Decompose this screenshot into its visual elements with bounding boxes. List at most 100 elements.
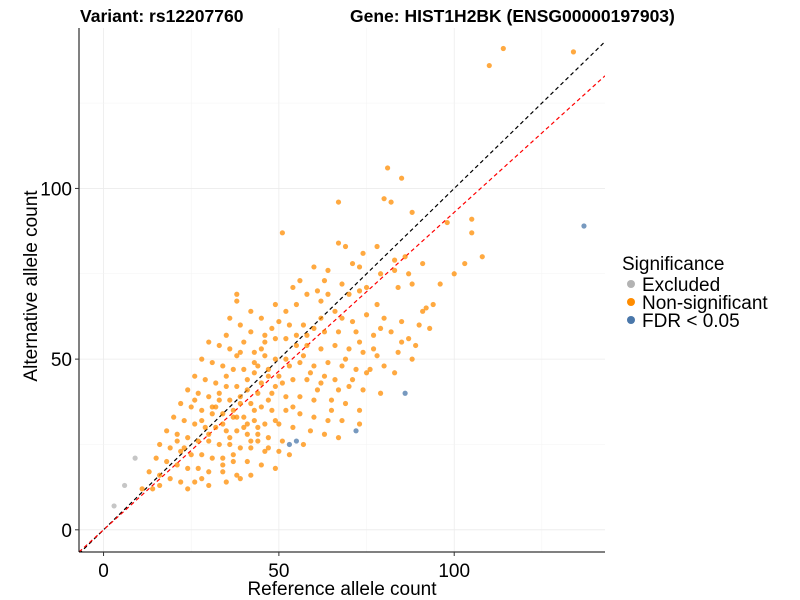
- data-point-non-significant: [202, 377, 208, 383]
- data-point-non-significant: [195, 438, 201, 444]
- data-point-non-significant: [230, 366, 236, 372]
- data-point-non-significant: [234, 298, 240, 304]
- data-point-non-significant: [300, 441, 307, 448]
- data-point-non-significant: [164, 458, 170, 465]
- data-point-non-significant: [469, 216, 475, 222]
- data-point-non-significant: [374, 353, 380, 359]
- data-point-non-significant: [297, 359, 303, 366]
- data-point-non-significant: [269, 325, 275, 332]
- data-point-non-significant: [213, 424, 219, 431]
- data-point-non-significant: [150, 486, 156, 492]
- data-point-non-significant: [321, 373, 328, 379]
- data-point-non-significant: [321, 431, 328, 437]
- data-point-non-significant: [188, 452, 194, 458]
- data-point-non-significant: [314, 387, 321, 393]
- data-point-non-significant: [216, 390, 222, 396]
- data-point-non-significant: [230, 407, 236, 413]
- data-point-non-significant: [262, 332, 268, 338]
- data-point-non-significant: [286, 322, 292, 328]
- data-point-non-significant: [360, 349, 366, 355]
- data-point-non-significant: [230, 452, 236, 458]
- data-point-non-significant: [311, 264, 317, 270]
- data-point-non-significant: [321, 329, 328, 335]
- data-point-non-significant: [251, 370, 257, 376]
- data-point-non-significant: [363, 370, 370, 376]
- data-point-non-significant: [139, 486, 145, 492]
- data-point-non-significant: [392, 257, 398, 263]
- data-point-non-significant: [164, 428, 170, 434]
- data-point-non-significant: [195, 465, 201, 471]
- data-point-non-significant: [367, 366, 373, 372]
- data-point-non-significant: [227, 397, 233, 403]
- data-point-non-significant: [237, 445, 243, 451]
- data-point-non-significant: [265, 366, 271, 372]
- legend: Significance ExcludedNon-significantFDR …: [622, 254, 768, 332]
- data-point-non-significant: [199, 476, 205, 482]
- data-point-non-significant: [388, 199, 394, 205]
- data-point-non-significant: [192, 479, 198, 485]
- chart-title-variant: Variant: rs12207760: [80, 6, 244, 26]
- data-point-non-significant: [251, 359, 257, 366]
- data-point-non-significant: [220, 469, 226, 475]
- data-point-non-significant: [206, 438, 212, 444]
- data-point-non-significant: [290, 404, 296, 410]
- data-point-non-significant: [423, 305, 429, 311]
- data-point-non-significant: [220, 462, 226, 468]
- data-point-non-significant: [325, 291, 331, 297]
- data-point-non-significant: [356, 288, 363, 294]
- data-point-non-significant: [406, 336, 412, 342]
- data-point-non-significant: [248, 329, 254, 335]
- data-point-non-significant: [206, 482, 212, 489]
- data-point-non-significant: [311, 363, 317, 369]
- plot-gridlines: [79, 28, 605, 552]
- data-point-non-significant: [420, 308, 426, 314]
- data-point-fdr-0-05: [581, 223, 587, 229]
- data-point-non-significant: [248, 445, 254, 451]
- data-point-non-significant: [167, 476, 173, 482]
- data-point-non-significant: [199, 356, 205, 362]
- data-point-non-significant: [427, 325, 433, 332]
- data-point-non-significant: [279, 230, 285, 236]
- data-point-non-significant: [279, 438, 285, 444]
- data-point-non-significant: [384, 165, 391, 171]
- data-point-non-significant: [223, 383, 229, 390]
- data-point-non-significant: [272, 383, 278, 390]
- data-point-non-significant: [328, 397, 335, 403]
- data-point-non-significant: [227, 441, 233, 448]
- data-point-non-significant: [199, 452, 205, 458]
- data-point-non-significant: [346, 383, 352, 390]
- data-point-non-significant: [486, 62, 492, 69]
- data-point-non-significant: [213, 380, 219, 386]
- data-point-non-significant: [469, 230, 475, 236]
- y-tick-label: 50: [51, 350, 72, 371]
- data-point-fdr-0-05: [402, 390, 408, 396]
- data-point-non-significant: [479, 254, 485, 260]
- data-point-non-significant: [335, 387, 342, 393]
- data-point-non-significant: [370, 332, 377, 338]
- data-point-non-significant: [202, 424, 208, 431]
- data-point-non-significant: [377, 390, 384, 396]
- legend-title: Significance: [622, 254, 724, 275]
- data-point-non-significant: [192, 421, 198, 427]
- data-point-non-significant: [374, 243, 380, 250]
- data-point-non-significant: [413, 342, 419, 349]
- data-point-non-significant: [178, 400, 184, 407]
- data-point-non-significant: [209, 359, 215, 366]
- data-point-non-significant: [293, 342, 300, 349]
- data-point-non-significant: [251, 349, 257, 355]
- data-point-non-significant: [234, 383, 240, 390]
- data-point-non-significant: [346, 346, 352, 352]
- data-point-non-significant: [325, 417, 331, 424]
- data-point-non-significant: [276, 448, 282, 454]
- data-point-excluded: [121, 482, 128, 489]
- data-point-non-significant: [363, 284, 370, 291]
- data-point-non-significant: [304, 342, 310, 349]
- data-point-non-significant: [300, 322, 307, 328]
- data-point-non-significant: [339, 363, 345, 369]
- data-point-non-significant: [290, 284, 296, 291]
- data-point-non-significant: [241, 414, 247, 420]
- data-point-non-significant: [258, 346, 264, 352]
- y-tick-label: 0: [61, 521, 72, 542]
- data-point-non-significant: [237, 394, 243, 400]
- data-point-non-significant: [276, 421, 282, 427]
